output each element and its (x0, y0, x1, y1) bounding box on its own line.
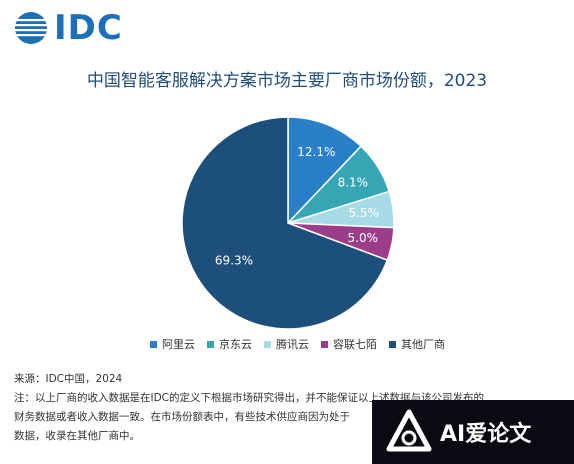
legend-swatch (321, 340, 328, 348)
legend-label: 其他厂商 (401, 338, 445, 351)
ai-logo-icon (386, 409, 432, 452)
chart-notes: 来源：IDC中国，2024 注：以上厂商的收入数据是在IDC的定义下根据市场研究… (14, 370, 570, 446)
slice-label-3: 5.5% (348, 206, 379, 220)
legend-swatch (264, 340, 271, 348)
note-line-2: 财务数据或者收入数据一致。在市场份额表中，有些技术供应商因为处于 (14, 411, 350, 423)
pie-slice-5 (181, 116, 389, 330)
legend-swatch (150, 340, 157, 348)
source-note: 来源：IDC中国，2024 (14, 373, 123, 385)
legend-swatch (389, 340, 396, 348)
legend-swatch (207, 340, 214, 348)
idc-logo: IDC (14, 8, 123, 48)
watermark-text: AI爱论文 (440, 422, 532, 447)
legend-item-3: 腾讯云 (264, 336, 309, 352)
slice-label-4: 5.0% (348, 231, 379, 245)
legend-item-5: 其他厂商 (389, 336, 445, 352)
legend-label: 京东云 (219, 338, 252, 351)
note-line-3: 数据，收录在其他厂商中。 (14, 430, 140, 442)
globe-icon (15, 12, 47, 44)
logo-text: IDC (54, 8, 123, 48)
chart-title: 中国智能客服解决方案市场主要厂商市场份额，2023 (86, 71, 488, 91)
legend-item-1: 阿里云 (150, 336, 195, 352)
slice-label-1: 12.1% (297, 145, 335, 159)
legend-label: 容联七陌 (333, 338, 377, 351)
legend-item-4: 容联七陌 (321, 336, 377, 352)
slice-label-5: 69.3% (215, 253, 253, 267)
slice-label-2: 8.1% (338, 176, 369, 190)
note-line-1: 注：以上厂商的收入数据是在IDC的定义下根据市场研究得出，并不能保证以上述数据与… (14, 392, 485, 404)
legend-item-2: 京东云 (207, 336, 252, 352)
watermark: AI爱论文 (372, 400, 574, 464)
legend-label: 腾讯云 (276, 338, 309, 351)
legend-label: 阿里云 (162, 338, 195, 351)
pie-slice-1 (287, 116, 363, 225)
chart-legend: 阿里云 京东云 腾讯云 容联七陌 其他厂商 (150, 336, 450, 352)
